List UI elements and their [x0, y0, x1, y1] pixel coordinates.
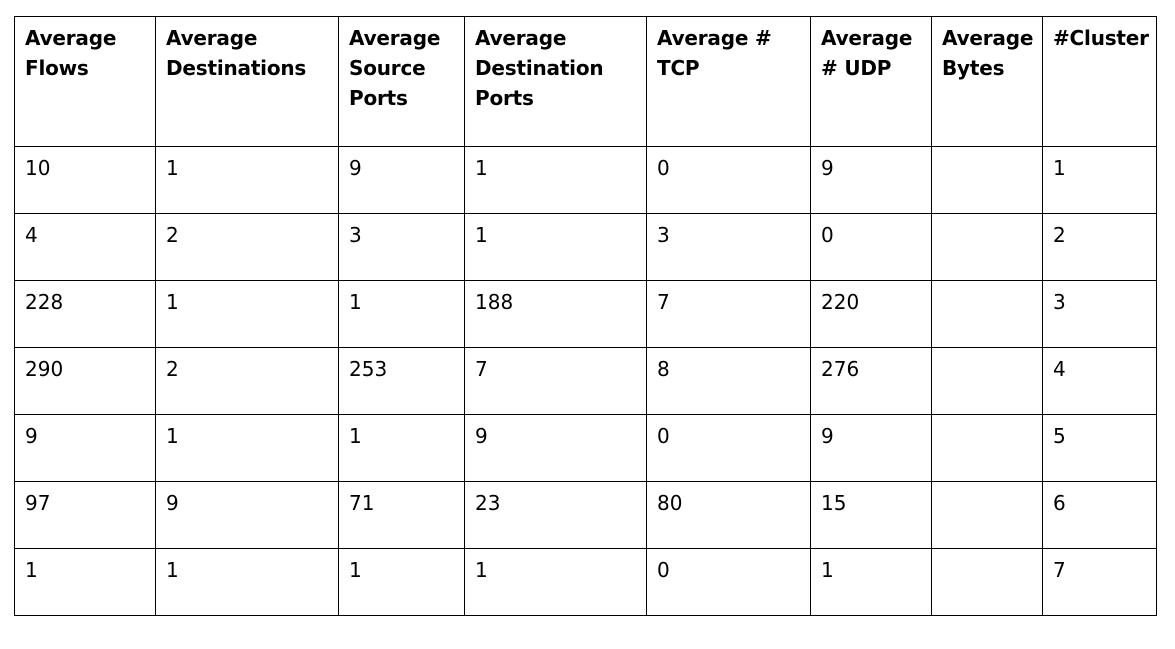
- table-row: 10 1 9 1 0 9 1: [14, 146, 1157, 214]
- cell-average-udp: 9: [810, 414, 932, 482]
- header-row: Average Flows Average Destinations Avera…: [14, 16, 1157, 147]
- cell-average-udp: 0: [810, 213, 932, 281]
- cell-average-flows: 4: [14, 213, 156, 281]
- cell-average-flows: 97: [14, 481, 156, 549]
- cell-average-destination-ports: 9: [464, 414, 647, 482]
- cell-average-source-ports: 1: [338, 548, 465, 616]
- cell-average-flows: 228: [14, 280, 156, 348]
- cell-average-tcp: 8: [646, 347, 811, 415]
- table-row: 290 2 253 7 8 276 4: [14, 347, 1157, 415]
- cell-average-bytes: [931, 481, 1043, 549]
- cell-average-tcp: 3: [646, 213, 811, 281]
- header-average-source-ports: Average Source Ports: [338, 16, 465, 147]
- cell-cluster: 4: [1042, 347, 1157, 415]
- cell-average-source-ports: 71: [338, 481, 465, 549]
- cell-cluster: 3: [1042, 280, 1157, 348]
- cell-average-flows: 10: [14, 146, 156, 214]
- cell-average-source-ports: 9: [338, 146, 465, 214]
- cell-average-tcp: 0: [646, 548, 811, 616]
- header-average-tcp: Average # TCP: [646, 16, 811, 147]
- cell-average-source-ports: 1: [338, 280, 465, 348]
- cell-average-destination-ports: 1: [464, 548, 647, 616]
- cell-average-flows: 9: [14, 414, 156, 482]
- cluster-statistics-table: Average Flows Average Destinations Avera…: [14, 16, 1157, 616]
- cell-average-bytes: [931, 347, 1043, 415]
- cell-average-destinations: 1: [155, 280, 339, 348]
- cell-average-destination-ports: 7: [464, 347, 647, 415]
- cell-cluster: 5: [1042, 414, 1157, 482]
- cell-average-udp: 276: [810, 347, 932, 415]
- cell-average-udp: 1: [810, 548, 932, 616]
- cell-average-udp: 220: [810, 280, 932, 348]
- cell-average-destination-ports: 1: [464, 146, 647, 214]
- cell-cluster: 7: [1042, 548, 1157, 616]
- cell-average-source-ports: 1: [338, 414, 465, 482]
- cell-average-udp: 9: [810, 146, 932, 214]
- table-row: 97 9 71 23 80 15 6: [14, 481, 1157, 549]
- table-row: 228 1 1 188 7 220 3: [14, 280, 1157, 348]
- cell-average-tcp: 80: [646, 481, 811, 549]
- cell-average-destinations: 9: [155, 481, 339, 549]
- cell-average-destination-ports: 188: [464, 280, 647, 348]
- cell-average-source-ports: 253: [338, 347, 465, 415]
- header-average-flows: Average Flows: [14, 16, 156, 147]
- cell-average-bytes: [931, 548, 1043, 616]
- cell-average-bytes: [931, 280, 1043, 348]
- cell-average-bytes: [931, 146, 1043, 214]
- cell-average-destination-ports: 1: [464, 213, 647, 281]
- cell-average-flows: 290: [14, 347, 156, 415]
- header-average-destination-ports: Average Destination Ports: [464, 16, 647, 147]
- header-cluster: #Cluster: [1042, 16, 1157, 147]
- header-average-udp: Average # UDP: [810, 16, 932, 147]
- cell-average-destinations: 1: [155, 146, 339, 214]
- header-average-bytes: Average Bytes: [931, 16, 1043, 147]
- table-body: 10 1 9 1 0 9 1 4 2 3 1 3 0 2 228 1 1 188 7 220 3 290 2 253 7 8 276…: [14, 146, 1157, 616]
- cell-average-source-ports: 3: [338, 213, 465, 281]
- cell-cluster: 2: [1042, 213, 1157, 281]
- cell-average-bytes: [931, 414, 1043, 482]
- cell-average-flows: 1: [14, 548, 156, 616]
- cell-average-bytes: [931, 213, 1043, 281]
- cell-cluster: 1: [1042, 146, 1157, 214]
- cell-average-destinations: 1: [155, 414, 339, 482]
- cell-average-destinations: 1: [155, 548, 339, 616]
- cell-average-udp: 15: [810, 481, 932, 549]
- cell-average-destinations: 2: [155, 347, 339, 415]
- cell-cluster: 6: [1042, 481, 1157, 549]
- cell-average-tcp: 0: [646, 146, 811, 214]
- header-average-destinations: Average Destinations: [155, 16, 339, 147]
- cell-average-tcp: 0: [646, 414, 811, 482]
- cell-average-destination-ports: 23: [464, 481, 647, 549]
- cell-average-tcp: 7: [646, 280, 811, 348]
- cell-average-destinations: 2: [155, 213, 339, 281]
